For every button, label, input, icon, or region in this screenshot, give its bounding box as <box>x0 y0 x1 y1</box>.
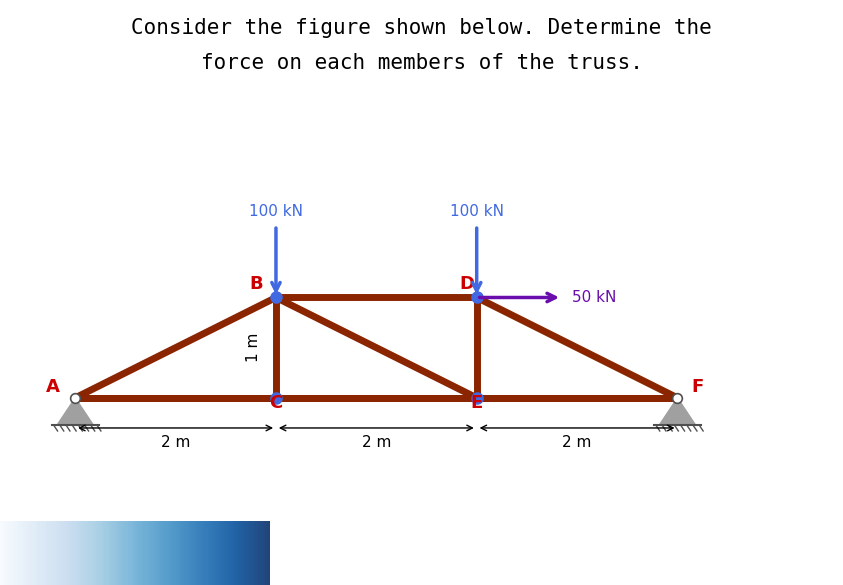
Polygon shape <box>659 398 695 425</box>
Text: D: D <box>459 276 474 294</box>
Text: 2 m: 2 m <box>562 435 592 450</box>
Text: 100 kN: 100 kN <box>449 204 504 219</box>
Text: A: A <box>46 378 60 396</box>
Text: 2 m: 2 m <box>362 435 391 450</box>
Polygon shape <box>57 398 94 425</box>
Text: F: F <box>691 378 704 396</box>
Text: 2 m: 2 m <box>161 435 191 450</box>
Text: E: E <box>470 394 483 412</box>
Text: Consider the figure shown below. Determine the: Consider the figure shown below. Determi… <box>132 18 711 37</box>
Text: force on each members of the truss.: force on each members of the truss. <box>201 53 642 73</box>
Text: B: B <box>249 276 263 294</box>
Text: 1 m: 1 m <box>246 333 261 362</box>
Text: 50 kN: 50 kN <box>572 290 616 305</box>
Text: 100 kN: 100 kN <box>249 204 303 219</box>
Text: C: C <box>269 394 282 412</box>
